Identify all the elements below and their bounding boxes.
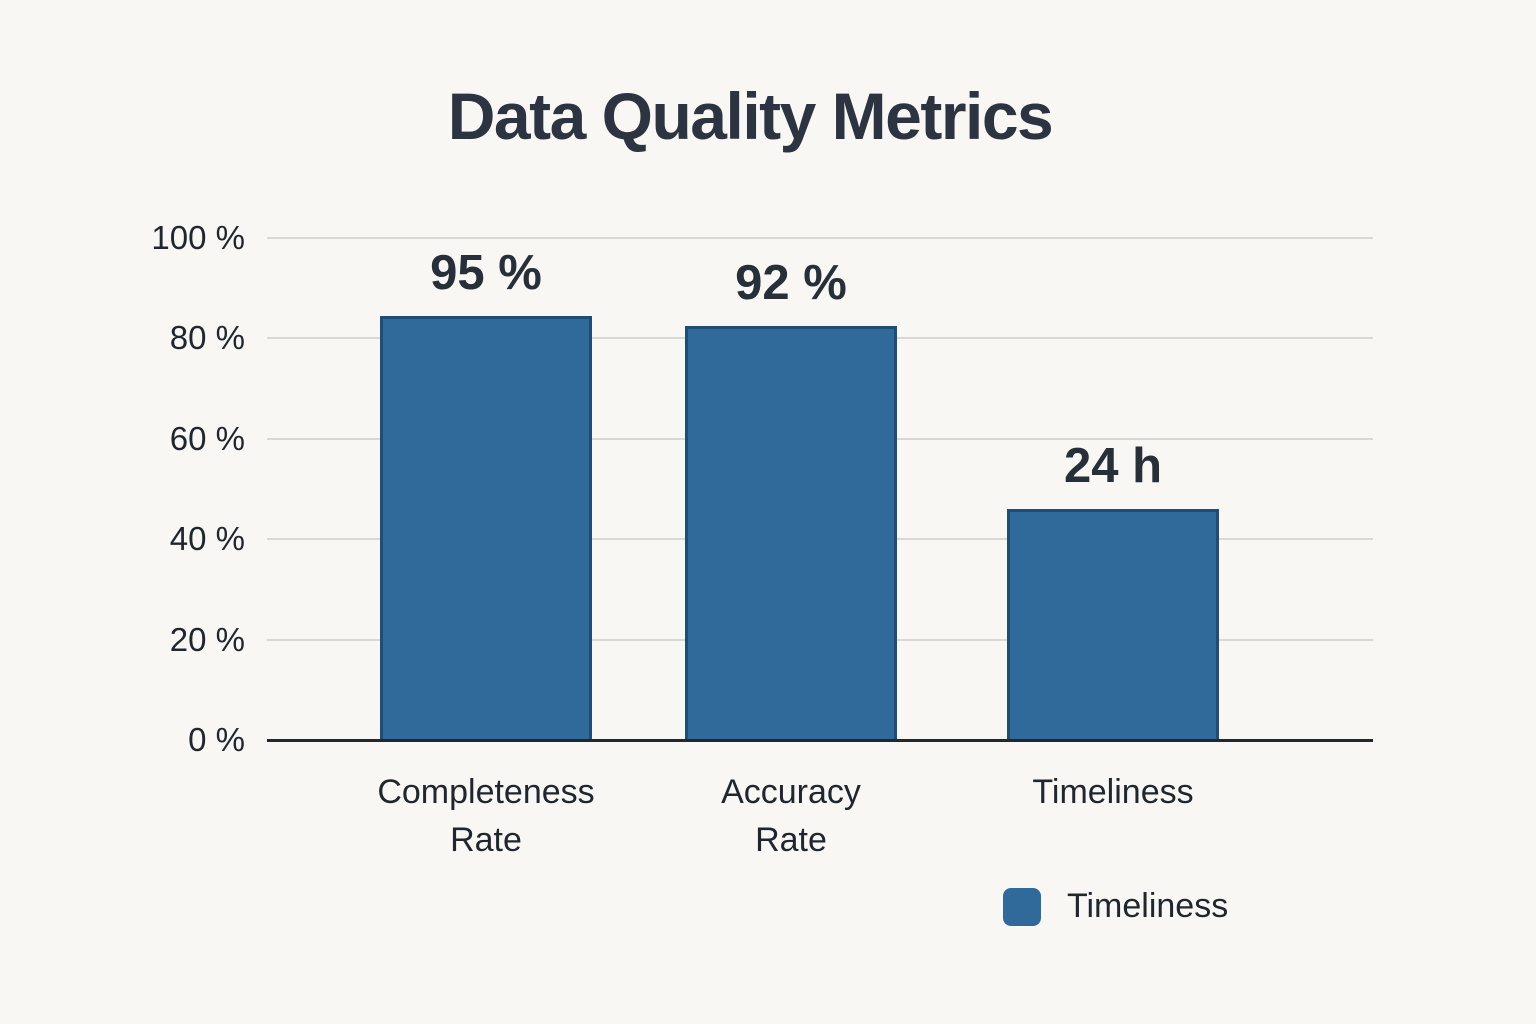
x-category-label-completeness-rate: Completeness Rate	[377, 773, 595, 859]
y-tick-label-80: 80 %	[169, 319, 245, 357]
x-axis-line	[267, 739, 1373, 742]
value-label-timeliness: 24 h	[1063, 439, 1163, 494]
value-label-completeness-rate: 95 %	[430, 245, 542, 300]
legend-swatch-timeliness	[1003, 887, 1041, 926]
y-tick-label-100: 100 %	[151, 219, 245, 256]
gridline-100	[267, 237, 1373, 239]
x-category-label-timeliness: Timeliness	[1032, 773, 1194, 811]
value-label-accuracy-rate: 92 %	[735, 255, 847, 310]
bar-timeliness	[1007, 509, 1219, 740]
y-tick-label-60: 60 %	[169, 419, 245, 457]
legend: Timeliness	[1003, 887, 1228, 926]
x-category-label-accuracy-rate: Accuracy Rate	[721, 773, 861, 859]
legend-label-timeliness: Timeliness	[1067, 887, 1229, 925]
bar-completeness-rate	[380, 315, 592, 740]
y-tick-label-20: 20 %	[169, 620, 245, 658]
chart-title: Data Quality Metrics	[447, 79, 1054, 153]
y-tick-label-0: 0 %	[188, 721, 245, 758]
bar-accuracy-rate	[685, 325, 897, 740]
y-tick-label-40: 40 %	[169, 520, 245, 558]
